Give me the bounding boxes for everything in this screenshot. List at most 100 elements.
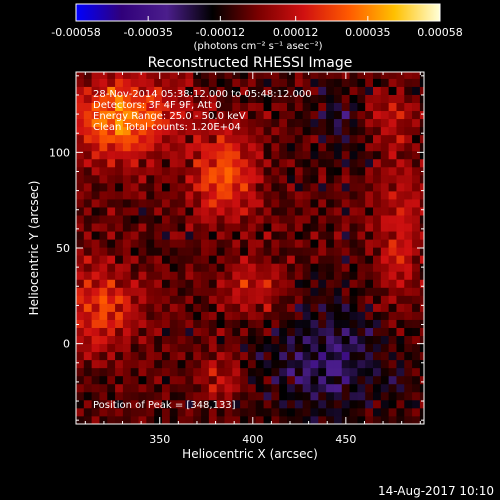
image-pixel [240, 263, 249, 272]
image-pixel [341, 367, 350, 377]
image-pixel [247, 375, 257, 385]
image-pixel [365, 126, 374, 136]
image-pixel [122, 72, 132, 79]
image-pixel [193, 199, 202, 208]
image-pixel [76, 383, 85, 393]
image-pixel [146, 351, 155, 361]
image-pixel [193, 247, 202, 256]
image-pixel [99, 72, 108, 79]
image-pixel [201, 399, 210, 409]
image-pixel [318, 279, 327, 288]
image-pixel [115, 279, 124, 288]
image-pixel [247, 207, 257, 216]
image-pixel [287, 174, 296, 184]
image-pixel [208, 158, 218, 168]
image-pixel [388, 327, 397, 337]
image-pixel [232, 142, 241, 152]
image-pixel [115, 399, 124, 409]
image-pixel [271, 303, 280, 312]
image-pixel [310, 247, 319, 256]
image-pixel [341, 399, 350, 409]
image-pixel [294, 407, 304, 417]
image-pixel [130, 174, 139, 184]
image-pixel [271, 335, 280, 345]
image-pixel [122, 94, 132, 103]
image-pixel [341, 295, 350, 304]
image-pixel [224, 231, 233, 240]
image-pixel [349, 118, 358, 128]
image-pixel [83, 239, 93, 248]
image-pixel [333, 295, 343, 304]
image-pixel [279, 72, 288, 79]
image-pixel [154, 375, 163, 385]
image-pixel [146, 303, 155, 312]
y-tick-label: 0 [63, 338, 70, 351]
image-pixel [349, 343, 358, 353]
image-pixel [83, 94, 93, 103]
image-pixel [287, 126, 296, 136]
image-pixel [373, 86, 382, 95]
image-pixel [76, 215, 85, 224]
image-pixel [279, 367, 288, 377]
image-pixel [216, 215, 225, 224]
image-pixel [161, 239, 171, 248]
image-pixel [177, 223, 186, 232]
image-pixel [373, 255, 382, 264]
image-pixel [357, 399, 366, 409]
image-pixel [271, 375, 280, 385]
image-pixel [404, 311, 413, 320]
image-pixel [404, 78, 413, 87]
image-pixel [287, 399, 296, 409]
image-pixel [154, 223, 163, 232]
image-pixel [326, 351, 335, 361]
image-pixel [161, 110, 171, 120]
image-pixel [240, 94, 249, 103]
image-pixel [263, 215, 272, 224]
image-pixel [185, 327, 194, 337]
image-pixel [255, 86, 264, 95]
image-pixel [232, 295, 241, 304]
image-pixel [193, 134, 202, 144]
image-pixel [115, 150, 124, 160]
image-pixel [83, 102, 93, 112]
image-pixel [263, 158, 272, 168]
image-pixel [107, 271, 116, 280]
image-pixel [373, 247, 382, 256]
image-pixel [154, 319, 163, 328]
image-pixel [115, 126, 124, 136]
image-pixel [419, 367, 425, 377]
image-pixel [240, 231, 249, 240]
image-pixel [271, 247, 280, 256]
image-pixel [161, 158, 171, 168]
colorbar-tick-label: -0.00058 [51, 26, 100, 39]
image-pixel [169, 207, 179, 216]
image-pixel [302, 271, 311, 280]
image-pixel [326, 94, 335, 103]
image-pixel [240, 391, 249, 401]
image-pixel [130, 335, 139, 345]
image-pixel [349, 231, 358, 240]
image-pixel [412, 199, 421, 208]
image-pixel [169, 271, 179, 280]
image-pixel [255, 311, 264, 320]
image-pixel [404, 215, 413, 224]
image-pixel [91, 215, 100, 224]
image-pixel [146, 287, 155, 296]
image-pixel [287, 102, 296, 112]
image-pixel [380, 407, 390, 417]
image-pixel [333, 311, 343, 320]
image-pixel [396, 223, 405, 232]
image-pixel [380, 166, 390, 176]
image-pixel [122, 383, 132, 393]
image-pixel [232, 126, 241, 136]
image-pixel [224, 383, 233, 393]
image-pixel [412, 142, 421, 152]
image-pixel [216, 182, 225, 192]
image-pixel [216, 166, 225, 176]
image-pixel [208, 102, 218, 112]
image-pixel [326, 150, 335, 160]
image-pixel [201, 78, 210, 87]
image-pixel [224, 303, 233, 312]
image-pixel [318, 134, 327, 144]
image-pixel [412, 102, 421, 112]
